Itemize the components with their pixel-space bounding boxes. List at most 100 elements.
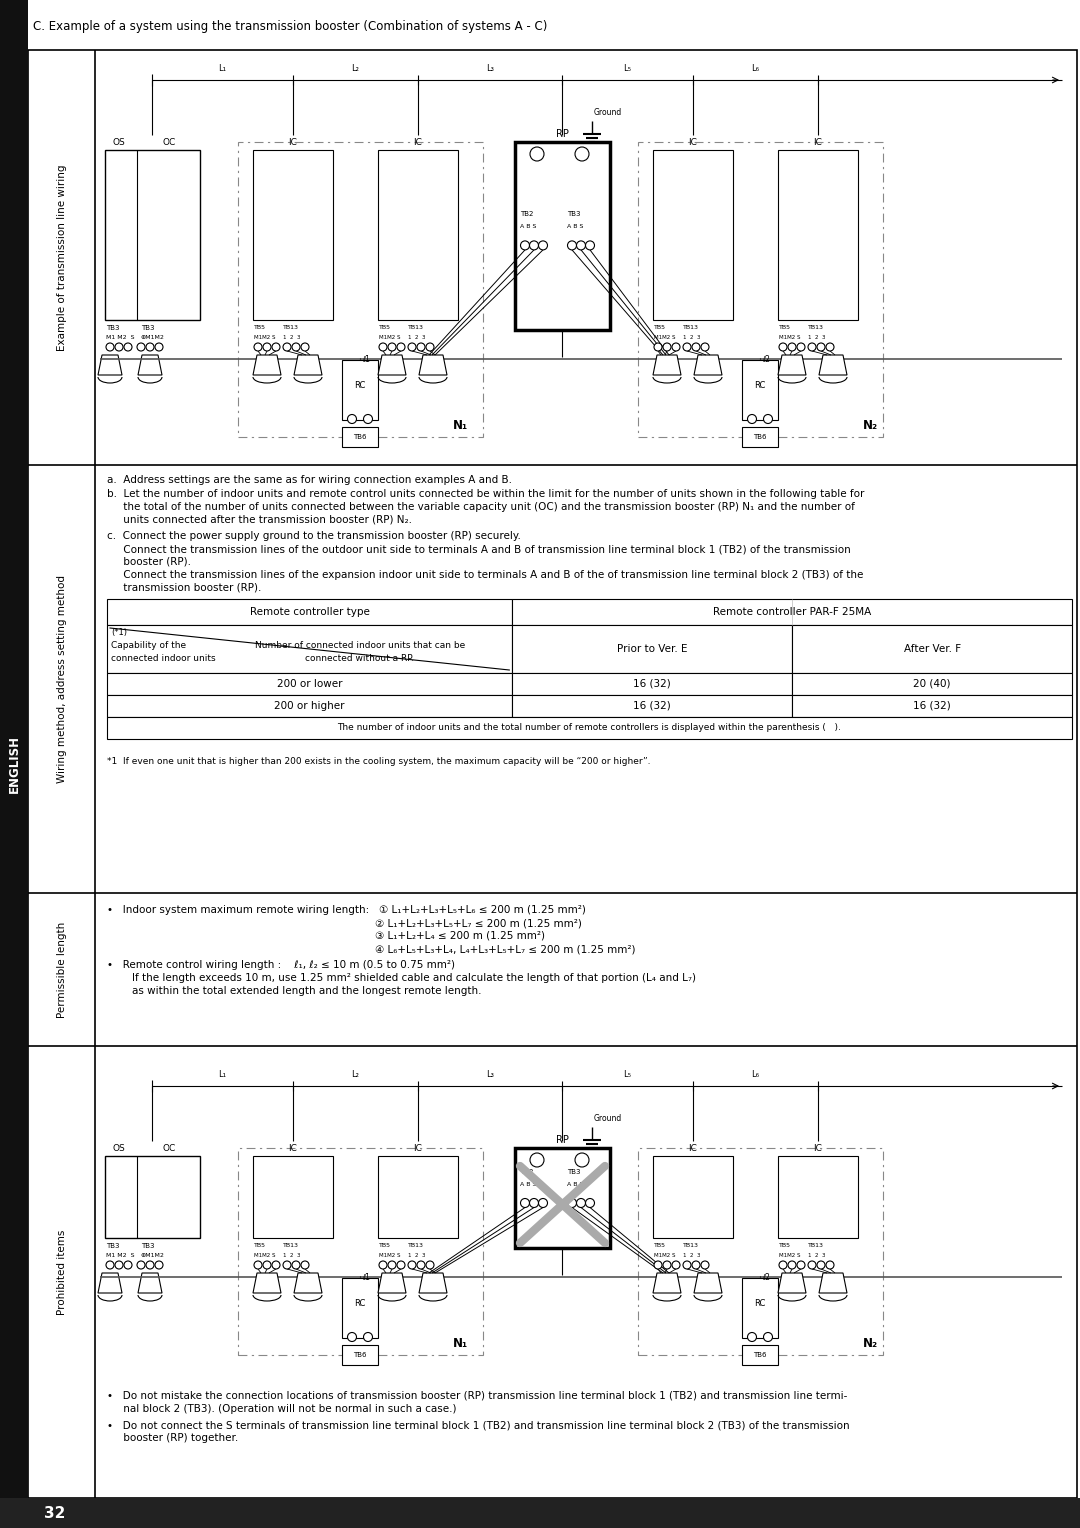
Text: A B S: A B S — [519, 225, 537, 229]
Circle shape — [364, 414, 373, 423]
Circle shape — [663, 342, 671, 351]
Text: RC: RC — [354, 380, 366, 390]
Text: A B S: A B S — [567, 225, 583, 229]
Text: N₁: N₁ — [453, 1337, 468, 1351]
Text: OC: OC — [162, 1144, 176, 1154]
Bar — [742, 1277, 778, 1339]
Circle shape — [292, 342, 300, 351]
Text: IC: IC — [689, 1144, 698, 1154]
Text: IC: IC — [813, 1144, 823, 1154]
Text: TB5: TB5 — [254, 325, 266, 330]
Circle shape — [146, 342, 154, 351]
Text: L₅: L₅ — [623, 1070, 631, 1079]
Circle shape — [408, 342, 416, 351]
Circle shape — [379, 342, 387, 351]
Text: c.  Connect the power supply ground to the transmission booster (RP) securely.: c. Connect the power supply ground to th… — [107, 532, 521, 541]
Text: The number of indoor units and the total number of remote controllers is display: The number of indoor units and the total… — [338, 723, 841, 732]
Circle shape — [816, 1261, 825, 1268]
Circle shape — [808, 342, 816, 351]
Polygon shape — [378, 1273, 406, 1293]
Text: TB5: TB5 — [654, 325, 666, 330]
Bar — [778, 1157, 858, 1238]
Bar — [238, 142, 483, 437]
Circle shape — [408, 1261, 416, 1268]
Text: Prior to Ver. E: Prior to Ver. E — [617, 643, 688, 654]
Text: IC: IC — [689, 138, 698, 147]
Bar — [742, 426, 778, 448]
Text: TB13: TB13 — [408, 325, 424, 330]
Circle shape — [692, 342, 700, 351]
Text: M1 M2  S: M1 M2 S — [106, 1253, 135, 1258]
Bar — [253, 150, 333, 319]
Text: ℓ1: ℓ1 — [362, 356, 369, 365]
Circle shape — [816, 342, 825, 351]
Text: M1 M2  S: M1 M2 S — [106, 335, 135, 341]
Bar — [742, 1345, 778, 1365]
Bar — [515, 1148, 610, 1248]
Text: TB6: TB6 — [353, 1352, 367, 1358]
Circle shape — [272, 1261, 280, 1268]
Polygon shape — [294, 354, 322, 374]
Text: Remote controller type: Remote controller type — [249, 607, 369, 617]
Circle shape — [124, 342, 132, 351]
Circle shape — [779, 1261, 787, 1268]
Text: ③ L₁+L₂+L₄ ≤ 200 m (1.25 mm²): ③ L₁+L₂+L₄ ≤ 200 m (1.25 mm²) — [375, 931, 545, 941]
Circle shape — [788, 342, 796, 351]
Text: ④ L₆+L₅+L₃+L₄, L₄+L₃+L₅+L₇ ≤ 200 m (1.25 mm²): ④ L₆+L₅+L₃+L₄, L₄+L₃+L₅+L₇ ≤ 200 m (1.25… — [375, 944, 635, 953]
Circle shape — [654, 342, 662, 351]
Text: TB6: TB6 — [753, 434, 767, 440]
Circle shape — [577, 1198, 585, 1207]
Text: •   Do not connect the S terminals of transmission line terminal block 1 (TB2) a: • Do not connect the S terminals of tran… — [107, 1420, 850, 1430]
Circle shape — [397, 1261, 405, 1268]
Polygon shape — [253, 354, 281, 374]
Text: 1  2  3: 1 2 3 — [408, 335, 426, 341]
Text: (*1): (*1) — [111, 628, 127, 637]
Circle shape — [283, 1261, 291, 1268]
Circle shape — [683, 1261, 691, 1268]
Bar — [107, 695, 512, 717]
Text: Number of connected indoor units that can be: Number of connected indoor units that ca… — [255, 642, 464, 649]
Bar — [0, 0, 28, 1528]
Text: Wiring method, address setting method: Wiring method, address setting method — [57, 575, 67, 782]
Text: ℓ2: ℓ2 — [762, 1273, 770, 1282]
Text: 16 (32): 16 (32) — [633, 678, 671, 689]
Circle shape — [106, 1261, 114, 1268]
Text: RC: RC — [354, 1299, 366, 1308]
Circle shape — [654, 1261, 662, 1268]
Circle shape — [530, 147, 544, 160]
Text: a.  Address settings are the same as for wiring connection examples A and B.: a. Address settings are the same as for … — [107, 475, 512, 484]
Text: L₁: L₁ — [218, 1070, 226, 1079]
Text: TB3: TB3 — [141, 325, 154, 332]
Text: IC: IC — [288, 138, 297, 147]
Text: Connect the transmission lines of the outdoor unit side to terminals A and B of : Connect the transmission lines of the ou… — [107, 544, 851, 555]
Text: L₂: L₂ — [351, 64, 359, 73]
Circle shape — [292, 1261, 300, 1268]
Bar — [792, 672, 1072, 695]
Text: M1M2 S: M1M2 S — [254, 335, 275, 341]
Text: L₂: L₂ — [351, 1070, 359, 1079]
Circle shape — [529, 241, 539, 251]
Text: RP: RP — [555, 128, 568, 139]
Bar — [238, 1148, 483, 1355]
Text: 32: 32 — [44, 1505, 66, 1520]
Bar — [792, 695, 1072, 717]
Bar — [107, 625, 512, 672]
Circle shape — [529, 1198, 539, 1207]
Text: If the length exceeds 10 m, use 1.25 mm² shielded cable and calculate the length: If the length exceeds 10 m, use 1.25 mm²… — [132, 973, 696, 983]
Text: 1  2  3: 1 2 3 — [683, 335, 701, 341]
Circle shape — [672, 1261, 680, 1268]
Text: L₃: L₃ — [486, 1070, 494, 1079]
Circle shape — [575, 1154, 589, 1167]
Text: L₃: L₃ — [486, 64, 494, 73]
Text: TB13: TB13 — [683, 1242, 699, 1248]
Circle shape — [797, 1261, 805, 1268]
Text: IC: IC — [414, 138, 422, 147]
Bar — [512, 599, 1072, 625]
Text: TB13: TB13 — [283, 1242, 299, 1248]
Bar — [653, 1157, 733, 1238]
Circle shape — [521, 1198, 529, 1207]
Text: TB3: TB3 — [141, 1242, 154, 1248]
Polygon shape — [138, 354, 162, 374]
Text: RP: RP — [555, 1135, 568, 1144]
Circle shape — [788, 1261, 796, 1268]
